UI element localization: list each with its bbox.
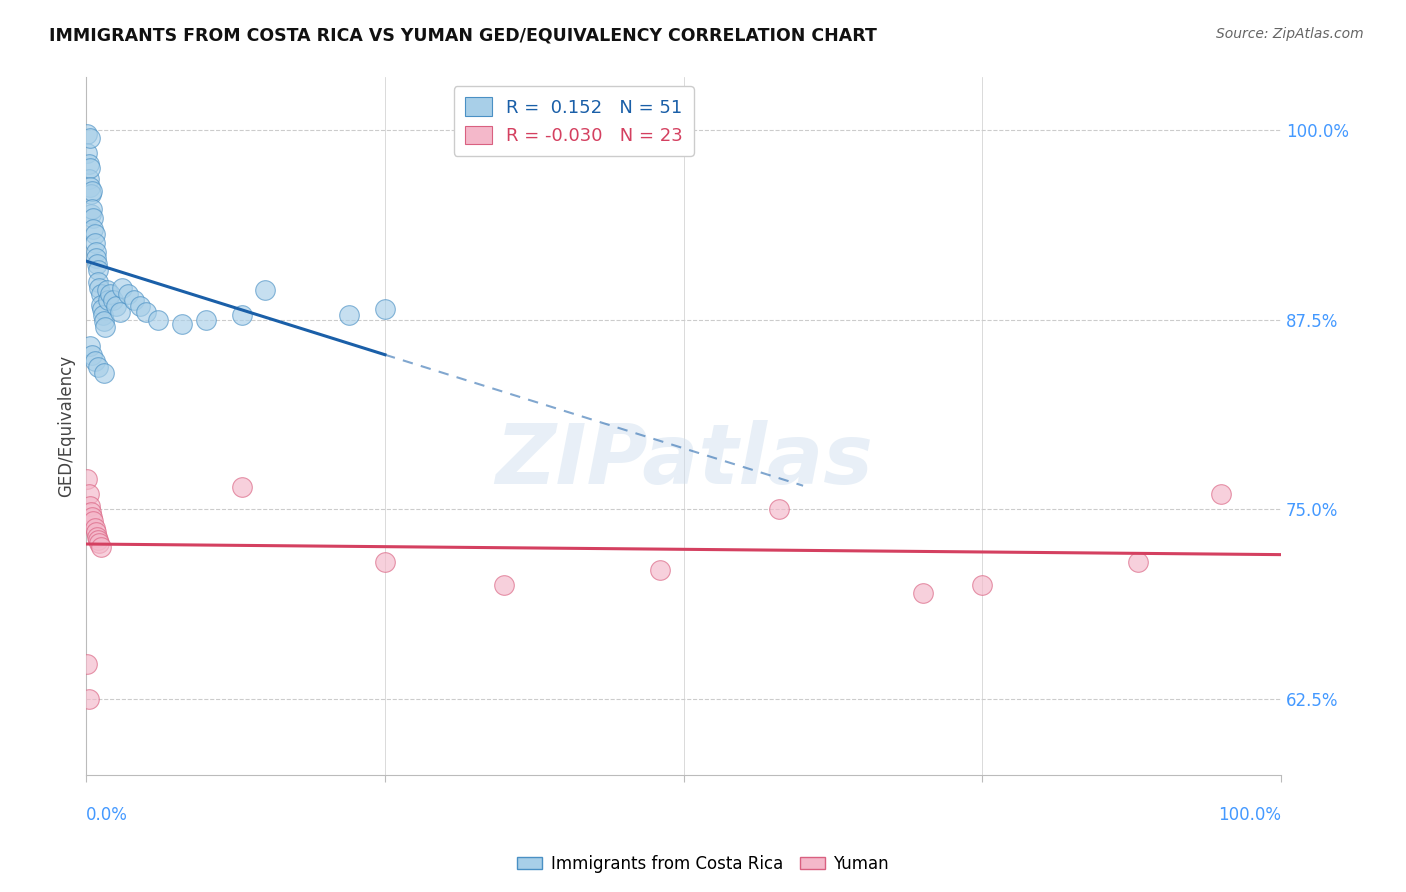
Point — [84, 251, 107, 265]
Point — [83, 235, 105, 250]
Text: IMMIGRANTS FROM COSTA RICA VS YUMAN GED/EQUIVALENCY CORRELATION CHART: IMMIGRANTS FROM COSTA RICA VS YUMAN GED/… — [49, 27, 877, 45]
Point — [105, 299, 128, 313]
Point — [77, 487, 100, 501]
Point — [82, 211, 104, 226]
Point — [129, 299, 152, 313]
Point — [84, 244, 107, 259]
Point — [79, 161, 101, 176]
Point — [82, 184, 104, 198]
Point — [1126, 555, 1149, 569]
Point — [194, 313, 217, 327]
Point — [77, 691, 100, 706]
Point — [86, 257, 108, 271]
Point — [108, 305, 131, 319]
Text: 100.0%: 100.0% — [1218, 806, 1281, 824]
Y-axis label: GED/Equivalency: GED/Equivalency — [58, 355, 75, 497]
Point — [96, 283, 118, 297]
Point — [93, 366, 115, 380]
Point — [90, 287, 112, 301]
Point — [80, 207, 103, 221]
Point — [76, 657, 98, 671]
Point — [79, 131, 101, 145]
Point — [374, 302, 396, 317]
Point — [94, 320, 117, 334]
Point — [231, 480, 253, 494]
Point — [101, 293, 124, 308]
Point — [122, 293, 145, 308]
Point — [87, 533, 110, 547]
Point — [76, 127, 98, 141]
Text: 0.0%: 0.0% — [86, 806, 128, 824]
Point — [80, 505, 103, 519]
Text: Source: ZipAtlas.com: Source: ZipAtlas.com — [1216, 27, 1364, 41]
Point — [84, 525, 107, 540]
Point — [87, 359, 110, 374]
Point — [146, 313, 169, 327]
Point — [83, 227, 105, 241]
Point — [91, 309, 114, 323]
Point — [648, 563, 671, 577]
Point — [82, 222, 104, 236]
Point — [231, 309, 253, 323]
Point — [111, 281, 134, 295]
Point — [82, 515, 104, 529]
Point — [972, 578, 994, 592]
Point — [76, 472, 98, 486]
Point — [82, 510, 104, 524]
Point — [79, 179, 101, 194]
Point — [1211, 487, 1233, 501]
Point — [87, 275, 110, 289]
Point — [170, 318, 193, 332]
Point — [97, 293, 120, 308]
Point — [90, 298, 112, 312]
Point — [87, 263, 110, 277]
Point — [79, 339, 101, 353]
Legend: Immigrants from Costa Rica, Yuman: Immigrants from Costa Rica, Yuman — [510, 848, 896, 880]
Point — [98, 287, 121, 301]
Point — [77, 157, 100, 171]
Point — [135, 305, 157, 319]
Point — [83, 520, 105, 534]
Point — [79, 500, 101, 514]
Point — [77, 172, 100, 186]
Point — [254, 283, 277, 297]
Point — [911, 585, 934, 599]
Point — [117, 287, 139, 301]
Legend: R =  0.152   N = 51, R = -0.030   N = 23: R = 0.152 N = 51, R = -0.030 N = 23 — [454, 87, 693, 156]
Point — [337, 309, 360, 323]
Point — [76, 146, 98, 161]
Point — [82, 202, 104, 217]
Point — [89, 535, 111, 549]
Point — [768, 502, 790, 516]
Point — [90, 302, 112, 317]
Point — [83, 354, 105, 368]
Point — [374, 555, 396, 569]
Point — [82, 348, 104, 362]
Text: ZIPatlas: ZIPatlas — [495, 420, 873, 501]
Point — [80, 187, 103, 202]
Point — [86, 530, 108, 544]
Point — [90, 541, 112, 555]
Point — [89, 281, 111, 295]
Point — [494, 578, 516, 592]
Point — [93, 314, 115, 328]
